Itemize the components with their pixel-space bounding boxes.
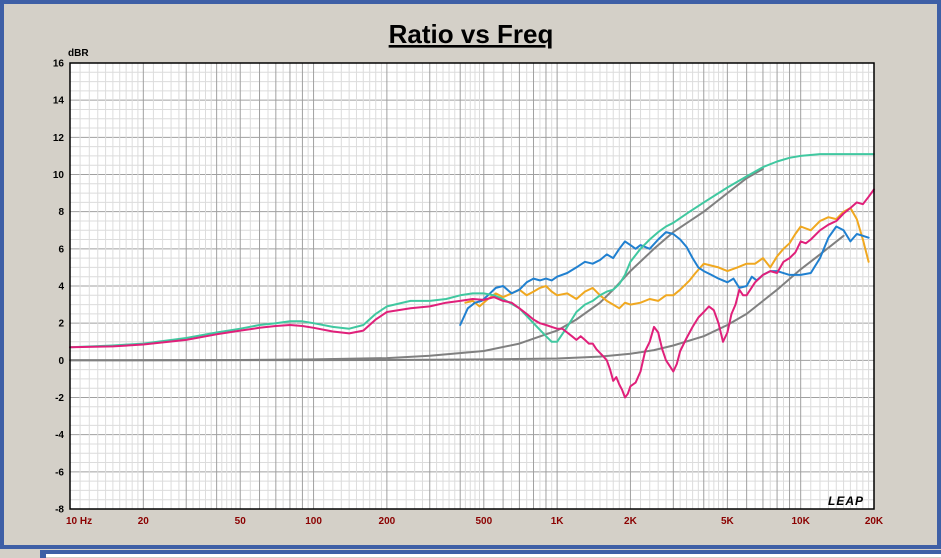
y-tick-label: 0 [58,356,64,367]
x-tick-label: 1K [551,516,565,527]
y-tick-labels: -8 -6 -4 -2 0 2 4 6 8 10 12 14 16 [53,59,65,516]
series-line-4 [459,225,870,326]
x-tick-label: 20 [138,516,150,527]
bottom-border [0,549,941,558]
y-tick-label: -2 [55,393,64,404]
x-tick-label: 100 [305,516,322,527]
y-tick-label: 10 [53,170,65,181]
y-tick-label: -6 [55,467,64,478]
y-tick-label: 4 [58,282,64,293]
x-tick-label: 200 [379,516,396,527]
leap-logo: LEAP [828,494,864,508]
x-tick-labels: 10 Hz 20 50 100 200 500 1K 2K 5K 10K 20K [66,516,884,527]
series-line-2 [69,234,845,362]
series-line-6 [69,188,875,399]
y-tick-label: -8 [55,505,64,516]
x-tick-label: 500 [475,516,492,527]
y-tick-label: 8 [58,207,64,218]
x-tick-label: 10K [792,516,811,527]
y-tick-label: 12 [53,133,65,144]
x-tick-label: 20K [865,516,884,527]
x-tick-label: 50 [235,516,247,527]
series-line-5 [69,153,875,349]
y-axis-unit-label: dBR [68,48,89,59]
x-tick-label: 5K [721,516,735,527]
x-tick-label: 2K [624,516,638,527]
series-line-3 [464,207,870,310]
series-line-1 [69,167,764,362]
y-tick-label: -4 [55,430,64,441]
y-tick-label: 6 [58,244,64,255]
y-tick-label: 2 [58,319,64,330]
x-tick-label: 10 Hz [66,516,92,527]
y-tick-label: 16 [53,59,65,70]
y-tick-label: 14 [53,96,65,107]
grid-lines [69,62,875,510]
chart-title: Ratio vs Freq [389,19,554,49]
series-group [69,153,875,399]
plot-border [69,62,875,510]
